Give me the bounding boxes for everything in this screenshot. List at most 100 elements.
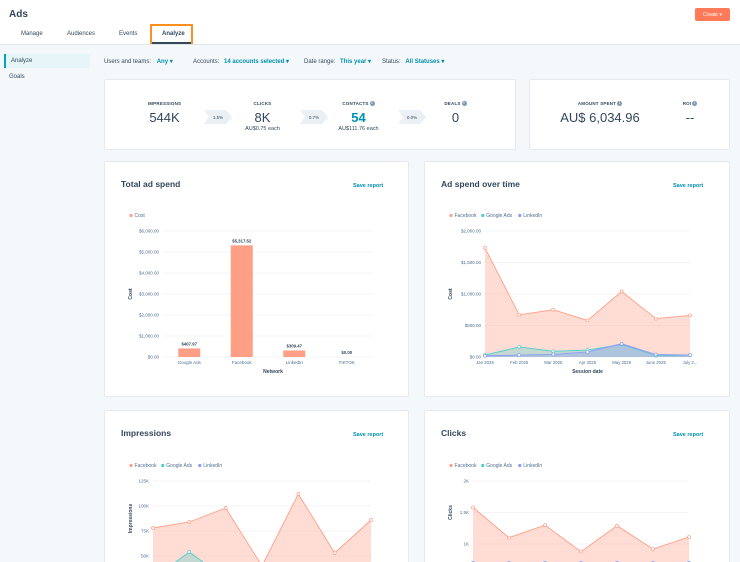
impressions-to-clicks-rate: 1.5% <box>204 110 232 124</box>
save-report-link[interactable]: Save report <box>353 183 384 189</box>
sidebar-item-goals[interactable]: Goals <box>9 74 25 80</box>
y-tick-label: $500.00 <box>465 323 482 328</box>
y-axis-title: Impressions <box>128 504 134 534</box>
legend-label: Google Ads <box>486 213 512 219</box>
legend-swatch <box>518 463 522 468</box>
total-ad-spend-chart: Cost $0.00 $1,000.00 $2,000.00 $3,000.00 $4,0… <box>128 213 373 375</box>
info-icon[interactable]: i <box>461 101 467 107</box>
save-report-link[interactable]: Save report <box>673 432 704 438</box>
contacts-label-text: CONTACTS <box>342 101 369 106</box>
y-tick-label: $1,000.00 <box>461 292 482 297</box>
bar <box>178 348 201 357</box>
create-button[interactable]: Create ▾ <box>695 8 730 21</box>
legend-swatch <box>481 213 485 218</box>
contacts-value[interactable]: 54 <box>351 110 366 125</box>
info-icon[interactable]: i <box>369 101 375 107</box>
active-tab-indicator <box>152 42 191 44</box>
date-range-value[interactable]: This year ▾ <box>340 59 372 65</box>
y-axis-title: Clicks <box>448 505 454 520</box>
y-tick-label: $4,000.00 <box>139 271 160 276</box>
data-point <box>619 341 624 346</box>
deals-label-text: DEALS <box>444 101 461 106</box>
y-tick-label: 125K <box>138 479 149 484</box>
y-tick-label: 1.5K <box>460 510 469 515</box>
card-title: Total ad spend <box>121 179 181 189</box>
x-tick-label: Feb 2025 <box>510 360 529 365</box>
info-icon[interactable]: i <box>617 101 623 107</box>
data-point <box>517 353 522 357</box>
y-tick-label: $5,000.00 <box>139 250 160 255</box>
date-range-filter[interactable]: Date range: This year ▾ <box>304 58 371 66</box>
x-tick-label: July 2... <box>683 360 698 365</box>
card-title: Impressions <box>121 428 172 438</box>
y-tick-label: 75K <box>141 529 149 534</box>
data-point <box>615 523 619 528</box>
data-point <box>619 289 624 294</box>
x-tick-label: May 2025 <box>612 360 631 365</box>
data-label: $309.47 <box>286 344 302 349</box>
card-title: Ad spend over time <box>441 179 520 189</box>
rate-text: 1.5% <box>212 114 224 120</box>
data-point <box>296 492 301 496</box>
tab-analyze[interactable]: Analyze <box>162 31 185 37</box>
spend-card: AMOUNT SPENT i AU$ 6,034.96 ROI i -- <box>529 79 730 150</box>
info-icon[interactable]: i <box>692 101 698 107</box>
total-ad-spend-card: Total ad spend Save report Cost $0.00 $1,0… <box>104 161 409 397</box>
data-point <box>187 550 192 554</box>
data-point <box>551 352 556 357</box>
data-point <box>483 353 487 358</box>
users-filter[interactable]: Users and teams: Any ▾ <box>104 58 173 66</box>
users-filter-label: Users and teams: <box>104 59 152 65</box>
save-report-link[interactable]: Save report <box>673 183 704 189</box>
y-tick-label: $2,000.00 <box>139 313 160 318</box>
tab-manage[interactable]: Manage <box>21 31 43 37</box>
y-tick-label: 100K <box>138 504 149 509</box>
x-axis-title: Network <box>263 369 283 375</box>
data-point <box>471 505 475 510</box>
data-point <box>585 318 590 323</box>
y-tick-label: 2K <box>463 479 469 484</box>
clicks-to-contacts-rate: 0.7% <box>300 110 328 124</box>
x-tick-label: TIKTOK <box>339 360 355 365</box>
data-point <box>543 523 547 527</box>
series-area <box>153 494 371 562</box>
y-tick-label: 1K <box>463 542 469 547</box>
amount-spent-label-text: AMOUNT SPENT <box>577 101 617 106</box>
series-area <box>473 507 689 562</box>
users-filter-value[interactable]: Any ▾ <box>156 59 173 65</box>
y-tick-label: $6,000.00 <box>139 229 160 234</box>
legend-label: LinkedIn <box>523 213 542 219</box>
tab-events[interactable]: Events <box>119 31 138 37</box>
top-bar: Ads Create ▾ Manage Audiences Events Ana… <box>0 0 740 45</box>
legend-label: Google Ads <box>166 463 192 469</box>
data-point <box>223 506 228 510</box>
page-title: Ads <box>9 9 28 20</box>
rate-text: 0.0% <box>406 114 418 120</box>
tab-audiences[interactable]: Audiences <box>67 31 96 37</box>
data-point <box>688 313 692 318</box>
impressions-value: 544K <box>149 110 180 125</box>
legend-swatch <box>518 213 522 218</box>
data-point <box>687 535 691 539</box>
x-axis-title: Session date <box>572 369 603 375</box>
sidebar-item-analyze[interactable]: Analyze <box>4 54 90 68</box>
accounts-filter-value[interactable]: 14 accounts selected ▾ <box>224 59 290 65</box>
accounts-filter[interactable]: Accounts: 14 accounts selected ▾ <box>193 58 289 66</box>
legend-swatch <box>449 463 453 468</box>
data-point <box>483 246 487 250</box>
status-filter[interactable]: Status: All Statuses ▾ <box>382 58 444 66</box>
deals-label: DEALS i <box>428 101 483 107</box>
y-tick-label: 50K <box>141 554 149 559</box>
ad-spend-over-time-chart: Facebook Google Ads LinkedIn $0.00 $500.00 $1… <box>448 213 698 375</box>
ad-spend-over-time-card: Ad spend over time Save report Facebook G… <box>424 161 730 397</box>
data-point <box>507 535 511 540</box>
series-area <box>175 552 204 562</box>
data-point <box>151 526 155 530</box>
data-label: $0.00 <box>341 350 352 355</box>
card-title: Clicks <box>441 428 467 438</box>
rate-arrow-shape <box>398 110 426 124</box>
save-report-link[interactable]: Save report <box>353 432 384 438</box>
data-point <box>187 520 192 524</box>
y-tick-label: $2,000.00 <box>461 229 482 234</box>
status-filter-value[interactable]: All Statuses ▾ <box>405 59 445 65</box>
